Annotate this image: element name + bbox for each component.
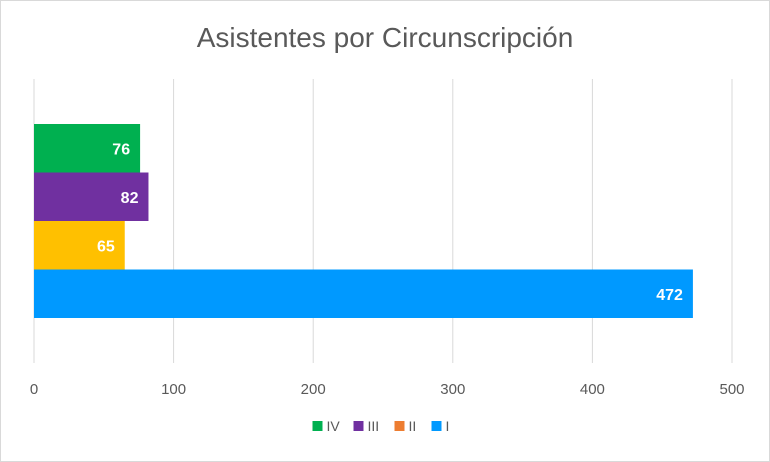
legend-label: I <box>446 418 450 434</box>
x-tick-label: 500 <box>719 381 744 398</box>
legend-swatch <box>312 421 323 431</box>
legend-label: IV <box>327 418 341 434</box>
bar-iv <box>34 124 141 173</box>
legend-swatch <box>431 421 442 431</box>
bar-ii <box>34 221 125 270</box>
legend: IV III II I <box>312 418 450 434</box>
data-label: 472 <box>656 287 683 304</box>
legend-label: III <box>368 418 380 434</box>
x-tick-label: 200 <box>301 381 326 398</box>
bars: 76 82 65 472 <box>34 124 693 318</box>
bar-iii <box>34 172 149 221</box>
x-tick-label: 0 <box>30 381 38 398</box>
legend-swatch <box>353 421 364 431</box>
x-tick-label: 400 <box>580 381 605 398</box>
x-tick-label: 300 <box>440 381 465 398</box>
x-axis-ticks: 0 100 200 300 400 500 <box>30 381 745 398</box>
legend-label: II <box>409 418 417 434</box>
chart-title: Asistentes por Circunscripción <box>197 22 574 53</box>
data-label: 65 <box>97 238 115 255</box>
x-tick-label: 100 <box>161 381 186 398</box>
data-label: 76 <box>112 141 130 158</box>
data-label: 82 <box>121 190 139 207</box>
legend-swatch <box>394 421 405 431</box>
bar-i <box>34 269 693 318</box>
